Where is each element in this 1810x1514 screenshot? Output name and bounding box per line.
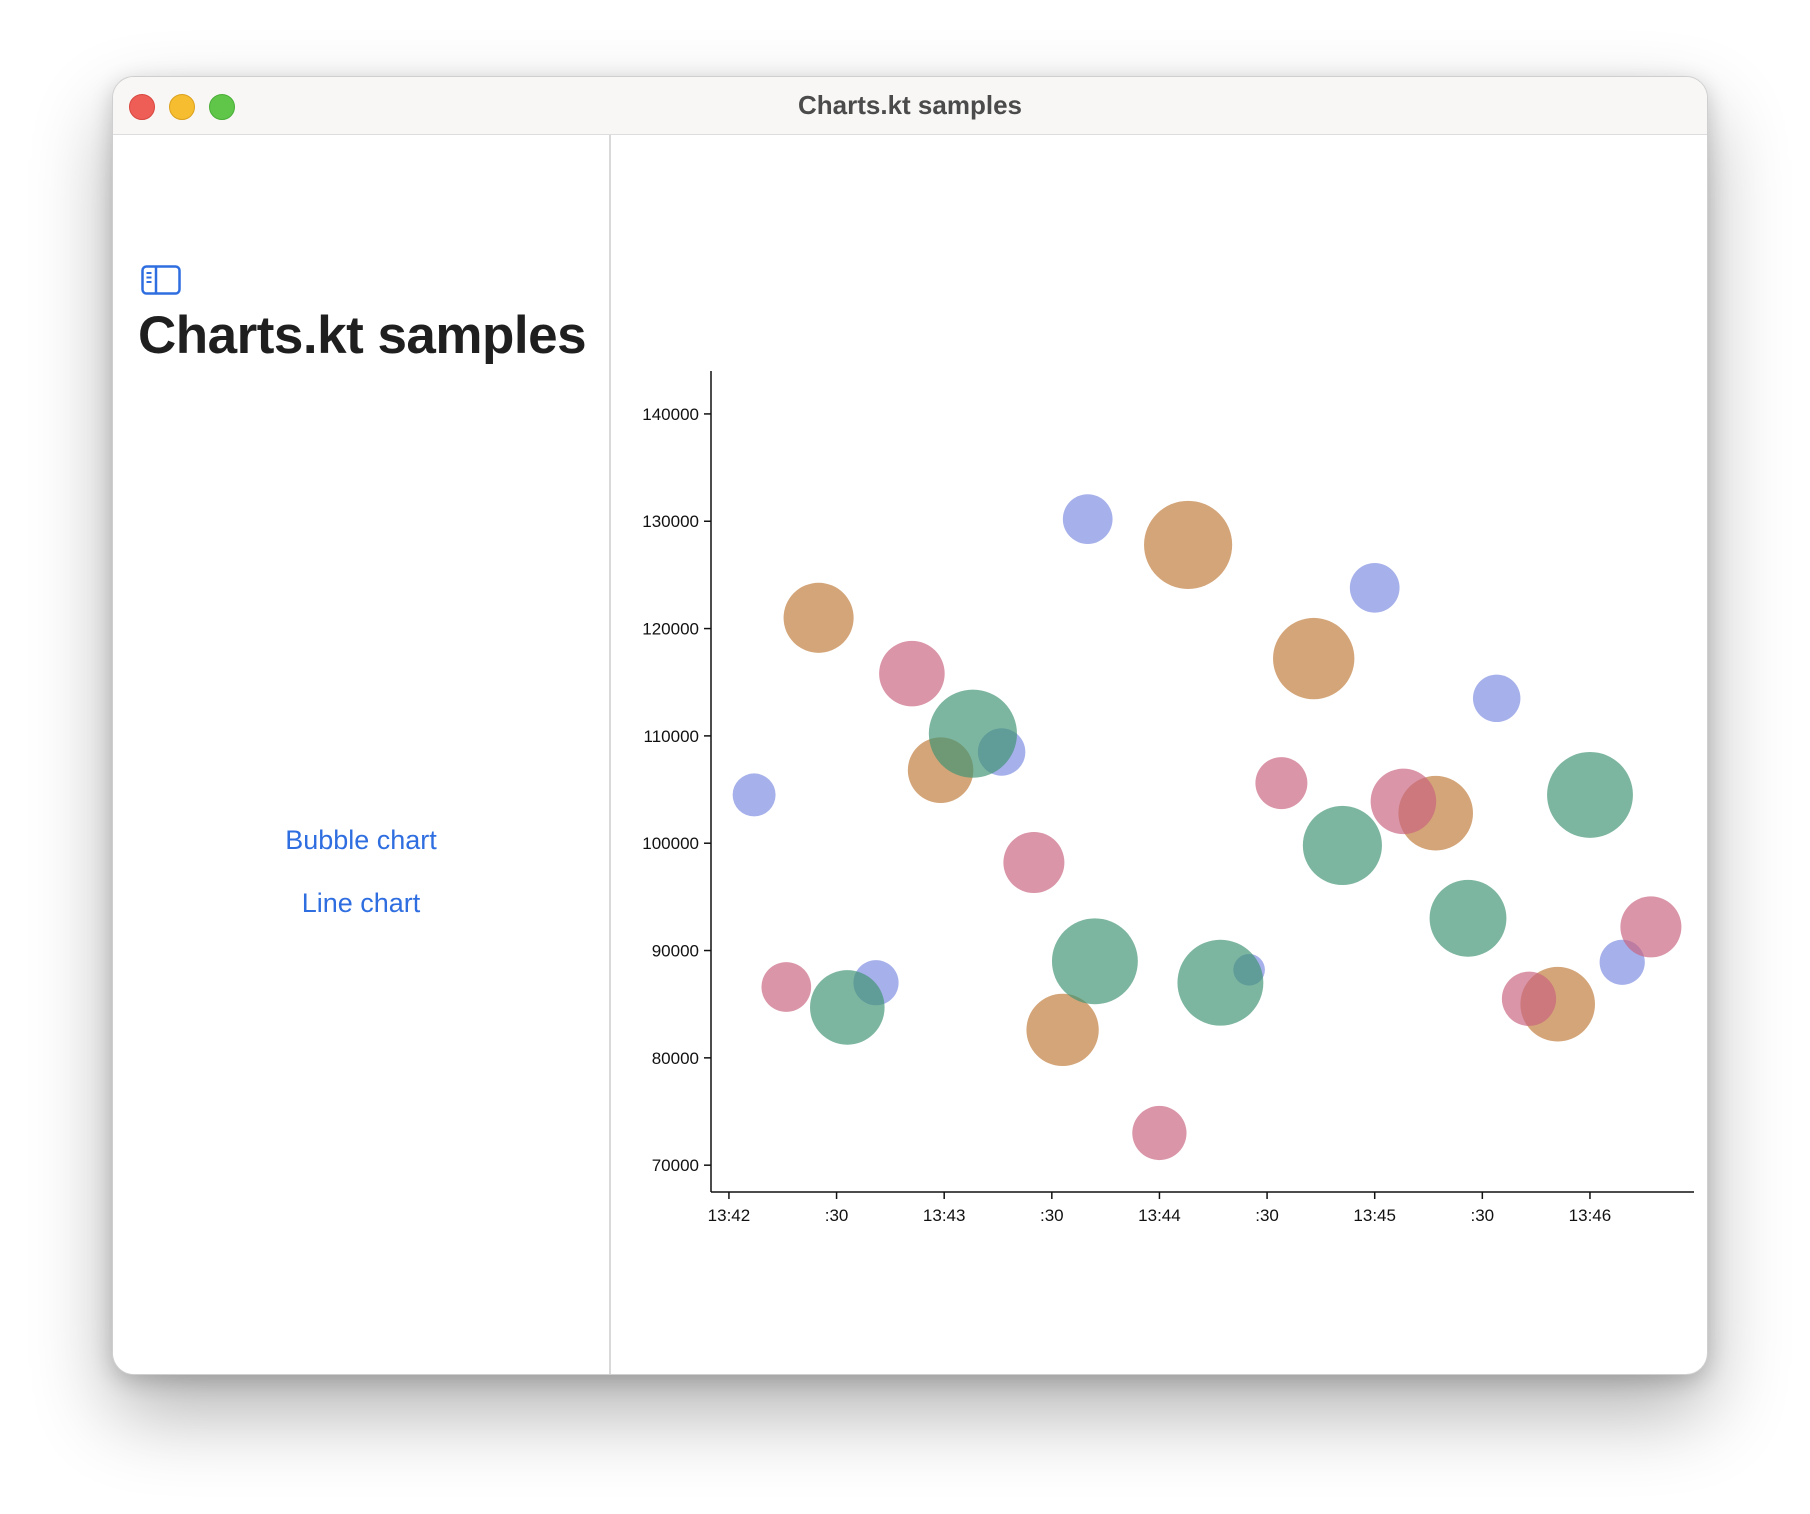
y-tick-label: 110000	[644, 727, 699, 746]
x-tick-label: 13:44	[1138, 1206, 1181, 1225]
bubble-point	[928, 689, 1017, 778]
chart-panel: 70000 80000 90000 100000 110000 120000 130000 1…	[611, 135, 1707, 1374]
bubble-point	[732, 773, 776, 817]
x-tick-label: :30	[1255, 1206, 1279, 1225]
x-tick-label: 13:43	[923, 1206, 966, 1225]
y-tick-label: 70000	[652, 1156, 699, 1175]
y-tick-label: 130000	[642, 512, 699, 531]
nav-link-line-chart[interactable]: Line chart	[301, 888, 421, 918]
bubble-point	[1547, 751, 1633, 838]
bubble-point	[1177, 939, 1264, 1026]
x-tick-label: 13:45	[1353, 1206, 1396, 1225]
nav-link-bubble-chart[interactable]: Bubble chart	[285, 825, 437, 855]
y-tick-label: 100000	[642, 834, 699, 853]
bubble-point	[1051, 918, 1138, 1005]
bubble-point	[761, 962, 812, 1012]
bubble-point	[1144, 500, 1233, 589]
y-tick-label: 90000	[652, 942, 699, 961]
title-bar[interactable]: Charts.kt samples	[113, 77, 1707, 135]
sidebar-left-icon	[141, 265, 181, 295]
sidebar: Charts.kt samples Bubble chart Line char…	[113, 135, 611, 1374]
bubble-point	[1472, 674, 1521, 723]
zoom-window-button[interactable]	[209, 94, 235, 120]
x-tick-label: 13:42	[708, 1206, 751, 1225]
bubble-point	[1026, 993, 1099, 1067]
bubble-point	[1620, 896, 1682, 958]
bubble-point	[1273, 617, 1355, 700]
bubble-point	[1302, 805, 1382, 885]
y-tick-label: 80000	[652, 1049, 699, 1068]
app-window: Charts.kt samples Charts.kt samples Bubb…	[112, 76, 1708, 1375]
bubble-point	[1429, 879, 1507, 957]
bubble-point	[1003, 831, 1065, 894]
sidebar-title: Charts.kt samples	[138, 306, 587, 365]
y-tick-label: 140000	[642, 405, 699, 424]
bubble-point	[810, 970, 885, 1045]
window-title: Charts.kt samples	[798, 90, 1022, 120]
x-tick-label: :30	[1471, 1206, 1495, 1225]
bubble-point	[879, 640, 945, 707]
minimize-window-button[interactable]	[169, 94, 195, 120]
bubble-point	[1349, 562, 1400, 613]
bubble-point	[1370, 768, 1437, 835]
y-tick-label: 120000	[642, 620, 699, 639]
bubble-point	[1501, 971, 1557, 1026]
x-tick-label: :30	[1040, 1206, 1064, 1225]
bubble-chart: 70000 80000 90000 100000 110000 120000 130000 1…	[642, 371, 1694, 1225]
sidebar-toggle-button[interactable]	[141, 265, 181, 295]
x-tick-label: 13:46	[1569, 1206, 1612, 1225]
bubble-point	[1062, 494, 1113, 544]
bubble-point	[1132, 1105, 1187, 1161]
x-tick-label: :30	[825, 1206, 849, 1225]
bubble-point	[1255, 757, 1308, 810]
bubble-point	[783, 582, 854, 653]
close-window-button[interactable]	[129, 94, 155, 120]
